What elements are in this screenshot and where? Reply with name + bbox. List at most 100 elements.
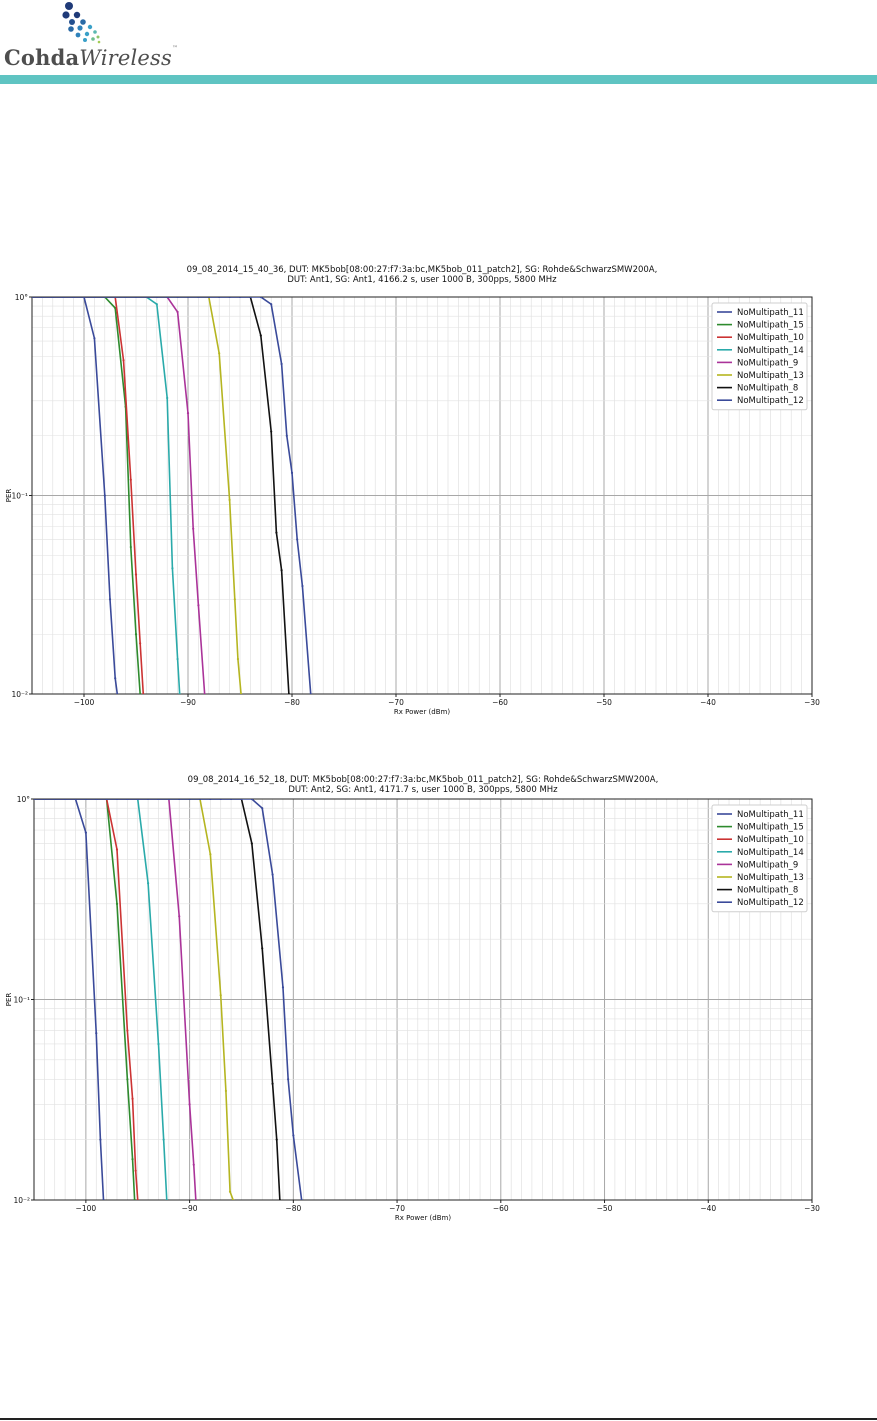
- data-point: [188, 1103, 191, 1106]
- data-point: [178, 692, 181, 694]
- data-point: [287, 692, 290, 694]
- data-point: [126, 1029, 129, 1032]
- data-point: [103, 297, 106, 298]
- data-point: [228, 1190, 232, 1193]
- data-point: [249, 297, 252, 298]
- legend-label: NoMultipath_13: [737, 873, 804, 883]
- data-point: [115, 848, 119, 851]
- x-tick-label: −30: [804, 698, 820, 707]
- data-point: [285, 434, 288, 437]
- data-point: [236, 657, 240, 661]
- data-point: [114, 677, 117, 680]
- x-tick-label: −90: [180, 698, 196, 707]
- data-point: [99, 1138, 102, 1141]
- data-point: [114, 297, 117, 298]
- legend-label: NoMultipath_9: [737, 358, 798, 368]
- data-point: [178, 915, 181, 918]
- series-group: [34, 799, 303, 1200]
- data-point: [157, 799, 160, 800]
- data-point: [136, 1198, 139, 1200]
- data-point: [147, 882, 150, 885]
- data-point: [261, 947, 264, 950]
- data-point: [72, 297, 75, 298]
- data-point: [176, 657, 179, 661]
- data-point: [139, 642, 142, 645]
- data-point: [147, 799, 150, 800]
- data-point: [194, 1198, 197, 1200]
- data-point: [188, 799, 191, 800]
- legend-label: NoMultipath_11: [737, 308, 804, 318]
- x-tick-label: −50: [597, 1204, 613, 1213]
- data-point: [198, 799, 201, 800]
- data-point: [232, 1198, 235, 1200]
- data-point: [165, 1198, 168, 1200]
- data-point: [228, 498, 231, 502]
- data-point: [301, 584, 304, 588]
- data-point: [43, 799, 46, 800]
- x-tick-label: −70: [388, 698, 404, 707]
- logo-wordmark: CohdaWireless™: [4, 45, 178, 70]
- data-point: [209, 799, 212, 800]
- x-tick-label: −80: [285, 1204, 301, 1213]
- data-point: [296, 538, 299, 541]
- data-point: [192, 527, 195, 530]
- y-tick-label: 10⁻¹: [13, 996, 30, 1005]
- data-point: [280, 362, 283, 366]
- data-point: [103, 494, 106, 497]
- data-point: [134, 573, 138, 576]
- data-point: [250, 799, 253, 800]
- y-tick-label: 10°: [15, 293, 29, 302]
- data-point: [95, 1031, 98, 1035]
- data-point: [171, 567, 174, 570]
- data-point: [197, 604, 200, 607]
- per-chart-ant1: 09_08_2014_15_40_36, DUT: MK5bob[08:00:2…: [5, 265, 820, 716]
- data-point: [84, 831, 87, 834]
- x-tick-label: −70: [389, 1204, 405, 1213]
- logo-dots-icon: [62, 2, 101, 44]
- x-axis-label: Rx Power (dBm): [394, 708, 450, 716]
- x-tick-label: −60: [493, 1204, 509, 1213]
- x-tick-label: −90: [182, 1204, 198, 1213]
- data-point: [115, 902, 119, 905]
- logo-trademark: ™: [171, 45, 179, 52]
- x-tick-label: −80: [284, 698, 300, 707]
- x-tick-label: −40: [700, 1204, 716, 1213]
- data-point: [192, 1163, 195, 1166]
- data-point: [129, 478, 132, 481]
- data-point: [280, 569, 283, 572]
- y-tick-label: 10⁻²: [11, 690, 28, 699]
- legend-label: NoMultipath_12: [737, 396, 804, 406]
- series-line-nomultipath-11: [34, 799, 105, 1200]
- data-point: [271, 873, 274, 876]
- legend-label: NoMultipath_10: [737, 835, 804, 845]
- x-tick-label: −100: [76, 1204, 97, 1213]
- legend-label: NoMultipath_15: [737, 321, 804, 331]
- data-point: [41, 297, 44, 298]
- legend-label: NoMultipath_8: [737, 384, 798, 394]
- data-point: [224, 1089, 228, 1093]
- data-point: [240, 799, 243, 800]
- footer-divider: [0, 1418, 877, 1420]
- data-point: [270, 430, 273, 433]
- y-axis-label: PER: [5, 993, 13, 1007]
- cohda-wireless-logo: CohdaWireless™: [0, 0, 178, 72]
- data-point: [275, 1138, 278, 1141]
- x-axis-label: Rx Power (dBm): [395, 1214, 451, 1222]
- data-point: [259, 334, 262, 337]
- data-point: [134, 633, 138, 636]
- data-point: [219, 994, 222, 997]
- data-point: [122, 359, 125, 362]
- data-point: [83, 297, 85, 298]
- data-point: [34, 799, 35, 800]
- data-point: [275, 531, 278, 534]
- legend-label: NoMultipath_13: [737, 371, 804, 381]
- data-point: [129, 545, 132, 549]
- data-point: [74, 799, 77, 800]
- data-point: [155, 303, 158, 306]
- data-point: [142, 692, 145, 694]
- data-point: [32, 297, 33, 298]
- legend-label: NoMultipath_14: [737, 848, 804, 858]
- data-point: [218, 352, 221, 355]
- data-point: [290, 471, 294, 474]
- chart-title: 09_08_2014_15_40_36, DUT: MK5bob[08:00:2…: [187, 265, 658, 275]
